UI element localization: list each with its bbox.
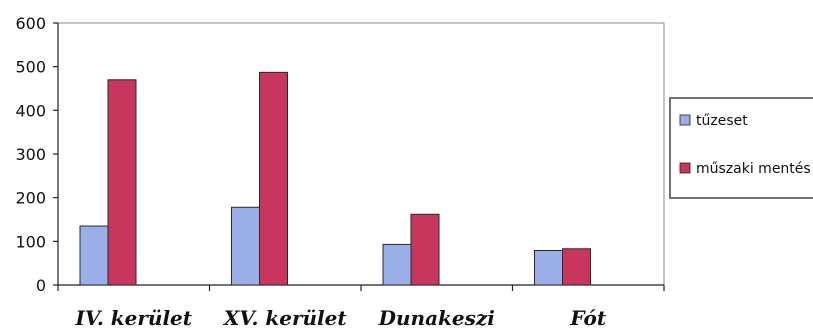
legend-swatch <box>679 114 691 126</box>
y-tick-label: 100 <box>15 232 46 251</box>
bars <box>79 71 591 286</box>
bar-tuzeset <box>382 243 412 286</box>
x-category-label: XV. kerület <box>222 306 347 330</box>
bar-muszaki-mentes <box>410 213 440 286</box>
x-category-label: Fót <box>569 306 606 330</box>
plot-area <box>57 22 665 286</box>
legend-box <box>669 97 813 199</box>
x-category-label: IV. kerület <box>74 306 192 330</box>
legend-label: tűzeset <box>696 113 748 129</box>
y-tick-label: 300 <box>15 145 46 164</box>
y-axis: 0 100 200 300 400 500 600 <box>15 14 59 295</box>
legend: tűzeset műszaki mentés <box>669 97 813 199</box>
y-tick-label: 200 <box>15 189 46 208</box>
bar-muszaki-mentes <box>562 248 591 286</box>
y-tick-label: 0 <box>36 276 46 295</box>
legend-label: műszaki mentés <box>696 161 811 177</box>
bar-tuzeset <box>231 206 260 286</box>
bar-tuzeset <box>534 250 563 286</box>
bar-tuzeset <box>79 225 109 286</box>
bar-muszaki-mentes <box>107 79 137 286</box>
x-category-label: Dunakeszi <box>378 306 495 330</box>
x-axis: IV. kerület XV. kerület Dunakeszi Fót <box>57 284 665 330</box>
bar-muszaki-mentes <box>259 71 288 286</box>
legend-swatch <box>679 162 691 174</box>
y-tick-label: 600 <box>15 14 46 33</box>
plot-frame <box>57 22 665 286</box>
y-tick-label: 500 <box>15 58 46 77</box>
y-tick-label: 400 <box>15 101 46 120</box>
